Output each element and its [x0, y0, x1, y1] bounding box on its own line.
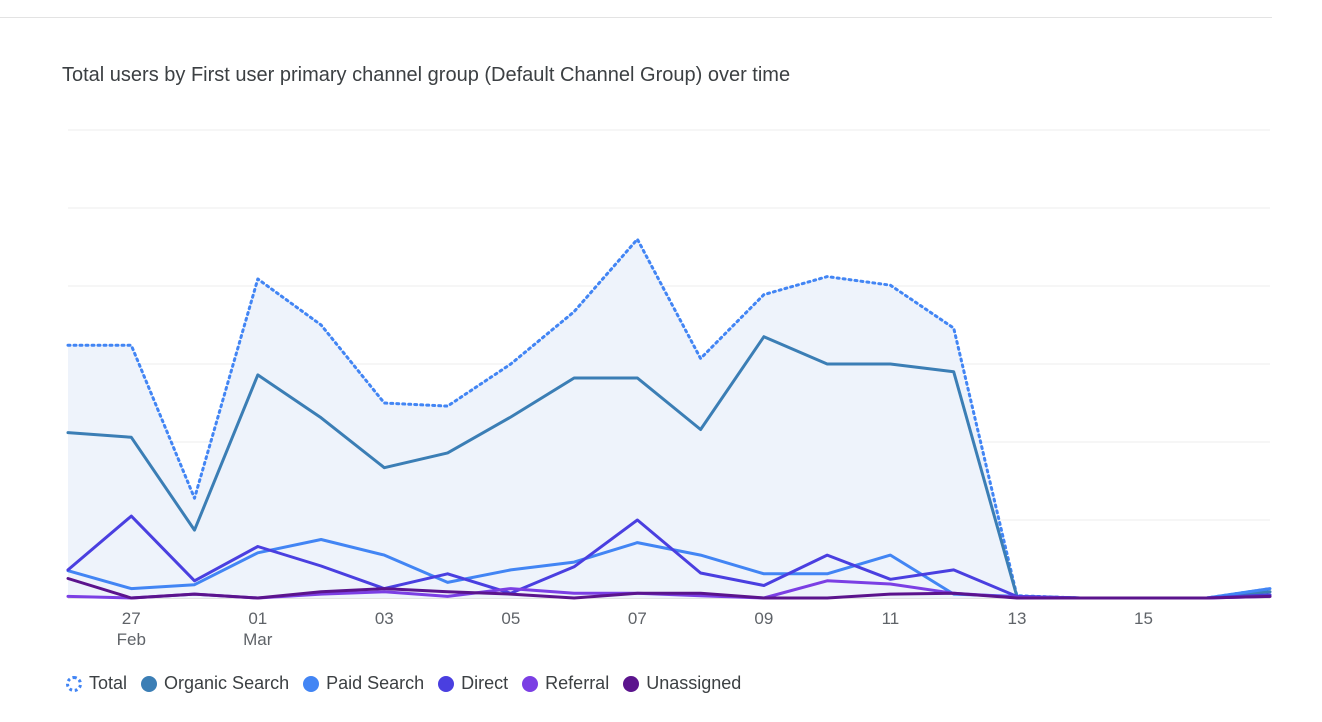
- legend-label: Organic Search: [164, 673, 290, 693]
- legend-swatch-icon: [141, 675, 158, 692]
- legend-item-total[interactable]: Total: [66, 673, 127, 694]
- legend-swatch-icon: [623, 675, 640, 692]
- series-area-total: [68, 239, 1270, 598]
- legend-label: Total: [89, 673, 128, 693]
- x-tick-sublabel: Mar: [243, 630, 273, 649]
- legend-swatch-icon: [438, 675, 455, 692]
- legend-item-organic-search[interactable]: Organic Search: [141, 673, 289, 694]
- x-tick-label: 01: [248, 609, 267, 628]
- x-tick-label: 27: [122, 609, 141, 628]
- legend-swatch-icon: [303, 675, 320, 692]
- chart-title: Total users by First user primary channe…: [62, 64, 791, 86]
- x-tick-label: 03: [375, 609, 394, 628]
- line-layer: [66, 237, 1272, 600]
- legend-item-paid-search[interactable]: Paid Search: [303, 673, 424, 694]
- legend-swatch-icon: [66, 675, 82, 692]
- legend: Total Organic Search Paid Search Direct Refe…: [66, 673, 755, 694]
- legend-label: Direct: [461, 673, 509, 693]
- x-tick-label: 15: [1134, 609, 1153, 628]
- top-divider: [0, 17, 1272, 18]
- series-line-unassigned: [66, 577, 1272, 600]
- x-tick-label: 07: [628, 609, 647, 628]
- x-tick-sublabel: Feb: [117, 630, 146, 649]
- legend-item-direct[interactable]: Direct: [438, 673, 508, 694]
- x-tick-label: 09: [754, 609, 773, 628]
- x-axis-ticks: 27 Feb 01 Mar 03 05 07 09 11 13 15: [117, 609, 1153, 649]
- legend-label: Unassigned: [646, 673, 742, 693]
- legend-swatch-icon: [522, 675, 539, 692]
- legend-item-unassigned[interactable]: Unassigned: [623, 673, 741, 694]
- legend-label: Referral: [545, 673, 610, 693]
- area-layer: [68, 239, 1270, 598]
- legend-label: Paid Search: [326, 673, 425, 693]
- legend-item-referral[interactable]: Referral: [522, 673, 609, 694]
- x-tick-label: 11: [882, 609, 900, 628]
- x-tick-label: 13: [1007, 609, 1026, 628]
- x-tick-label: 05: [501, 609, 520, 628]
